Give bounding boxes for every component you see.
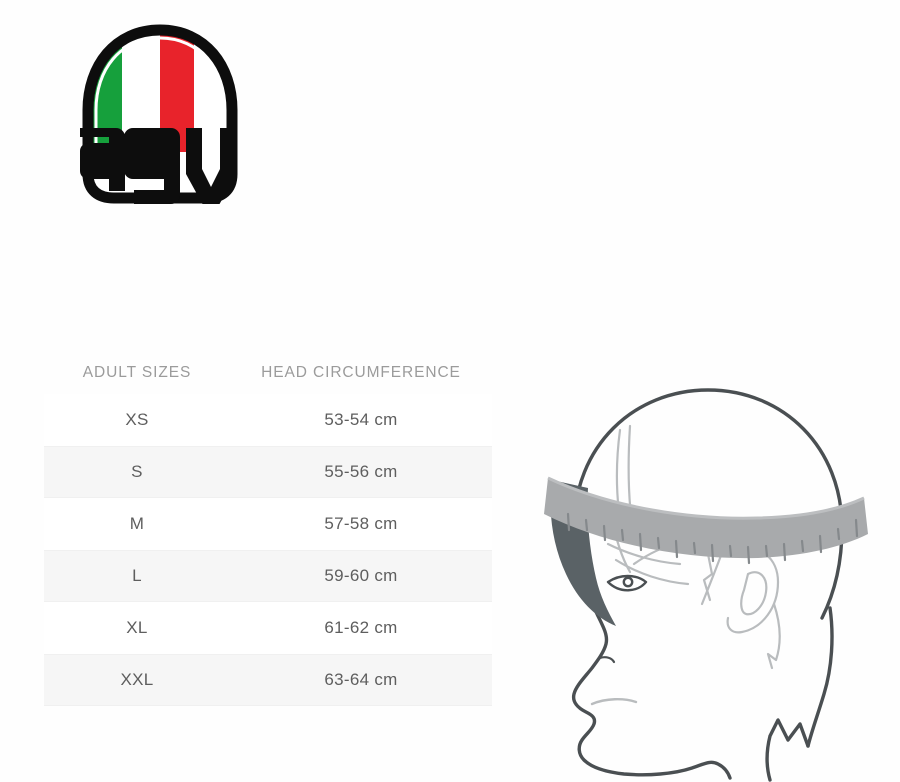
cell-circumference: 59-60 cm [324,566,398,585]
table-row: S 55-56 cm [44,446,492,498]
eye [606,574,648,592]
column-header-head-circumference: HEAD CIRCUMFERENCE [261,364,461,381]
table-row: XS 53-54 cm [44,394,492,446]
lips [590,698,638,706]
cell-circumference: 53-54 cm [324,410,398,429]
column-header-adult-sizes: ADULT SIZES [82,364,192,381]
head-measurement-illustration [512,368,900,782]
nostril [598,656,616,664]
agv-wordmark [80,128,236,204]
cell-size: XL [126,618,148,637]
cell-size: XXL [120,670,154,689]
cell-size: XS [125,410,149,429]
head-outline [571,388,844,782]
cell-circumference: 57-58 cm [324,514,398,533]
size-chart-table: ADULT SIZES HEAD CIRCUMFERENCE XS 53-54 … [44,352,492,706]
tape-tick-marks [566,512,859,565]
table-row: L 59-60 cm [44,550,492,602]
cell-size: M [129,514,145,533]
cell-circumference: 61-62 cm [324,618,398,637]
cell-circumference: 63-64 cm [324,670,398,689]
table-row: XXL 63-64 cm [44,654,492,706]
table-header-row: ADULT SIZES HEAD CIRCUMFERENCE [44,352,492,394]
cell-size: S [131,462,143,481]
cell-circumference: 55-56 cm [324,462,398,481]
measuring-tape [544,476,868,565]
cell-size: L [132,566,142,585]
table-row: M 57-58 cm [44,498,492,550]
agv-brand-logo [72,24,248,204]
table-row: XL 61-62 cm [44,602,492,654]
